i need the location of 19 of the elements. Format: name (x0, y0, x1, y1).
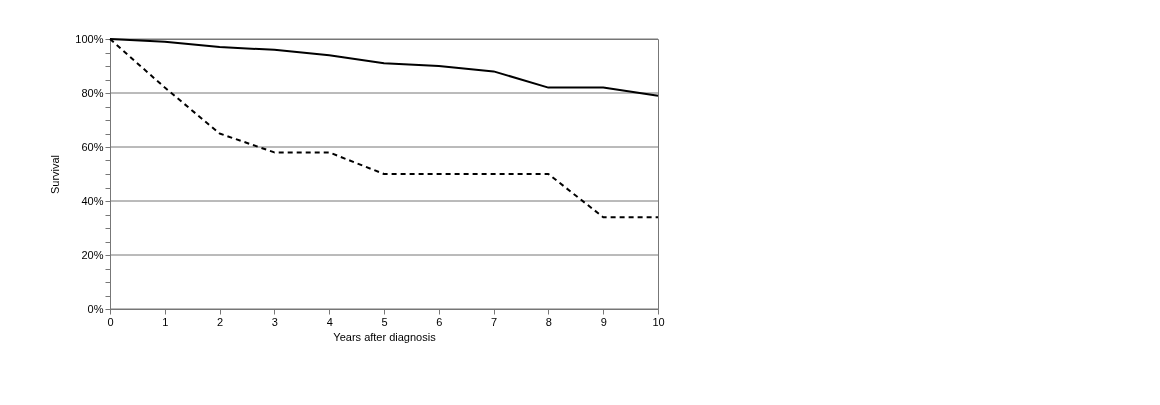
x-tick-label: 7 (491, 315, 498, 328)
x-tick-label: 5 (381, 315, 388, 328)
x-tick-label: 2 (217, 315, 224, 328)
x-tick-label: 0 (107, 315, 114, 328)
y-tick-label: 40% (81, 194, 104, 207)
y-axis-title: Survival (49, 154, 62, 195)
x-tick-label: 1 (162, 315, 169, 328)
y-tick-label: 80% (81, 86, 104, 99)
x-tick-label: 6 (436, 315, 443, 328)
x-tick-label: 4 (326, 315, 333, 328)
y-tick-label: 20% (81, 248, 104, 261)
x-tick-label: 8 (545, 315, 552, 328)
y-tick-label: 100% (75, 32, 104, 45)
x-tick-label: 9 (600, 315, 607, 328)
y-tick-label: 60% (81, 140, 104, 153)
x-tick-label: 10 (652, 315, 665, 328)
y-tick-label: 0% (87, 302, 104, 315)
x-tick-label: 3 (271, 315, 278, 328)
x-axis-title: Years after diagnosis (333, 330, 437, 343)
